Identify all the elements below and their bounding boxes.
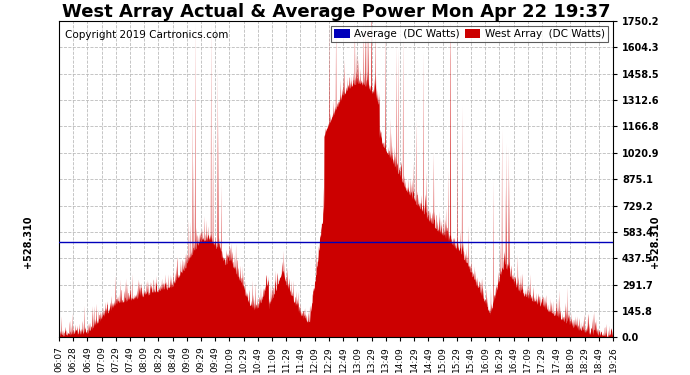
Text: +528.310: +528.310 — [23, 216, 34, 268]
Text: +528.310: +528.310 — [649, 216, 660, 268]
Legend: Average  (DC Watts), West Array  (DC Watts): Average (DC Watts), West Array (DC Watts… — [331, 26, 608, 42]
Title: West Array Actual & Average Power Mon Apr 22 19:37: West Array Actual & Average Power Mon Ap… — [61, 3, 610, 21]
Text: Copyright 2019 Cartronics.com: Copyright 2019 Cartronics.com — [65, 30, 228, 40]
